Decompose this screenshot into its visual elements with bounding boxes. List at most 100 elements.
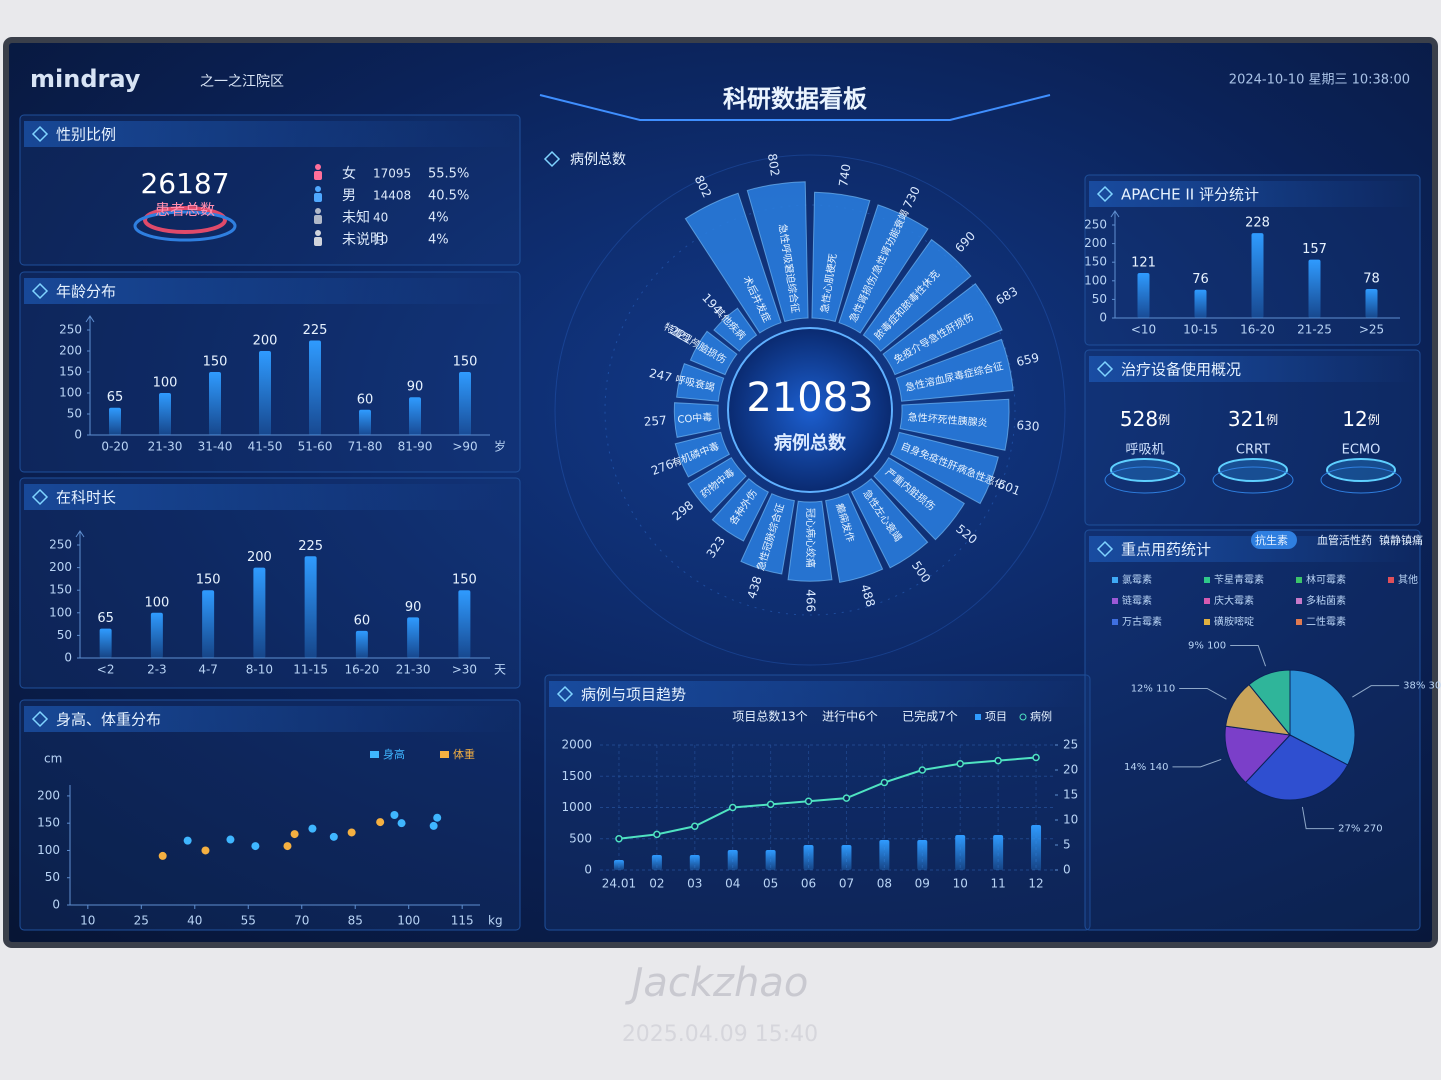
radial-bar [899, 398, 1010, 451]
legend-label: 庆大霉素 [1214, 594, 1254, 607]
y-tick-label: 100 [1084, 273, 1107, 287]
page-title: 科研数据看板 [723, 85, 868, 113]
campus-select[interactable]: 之一之江院区 [200, 74, 284, 90]
title-icon [556, 685, 574, 703]
radial-value-label: 247 [648, 366, 673, 385]
x-tick-label: 02 [649, 877, 664, 891]
title-icon [31, 488, 49, 506]
panel [19, 699, 521, 931]
x-tick-label: 08 [877, 877, 892, 891]
x-tick-label: 4-7 [198, 663, 218, 677]
equipment-value: 321例 [1228, 407, 1278, 431]
bar [993, 835, 1004, 870]
radial-value-label: 659 [1015, 350, 1040, 369]
bar [917, 840, 928, 870]
x-tick-label: <10 [1131, 323, 1156, 337]
value-label: 60 [354, 613, 371, 628]
y-tick-label: 100 [37, 843, 60, 857]
total-ring [143, 206, 227, 234]
radial-bar [689, 330, 738, 376]
leader-line [1179, 687, 1227, 700]
radial-bar [862, 238, 972, 352]
y-tick-label: 0 [52, 898, 60, 912]
equipment-name: ECMO [1342, 443, 1381, 458]
equipment-count: 321 [1228, 407, 1266, 431]
value-label: 228 [1245, 216, 1270, 231]
panel [19, 477, 521, 689]
value-label: 150 [203, 355, 228, 370]
drug-tab[interactable]: 血管活性药 [1317, 533, 1372, 547]
y-tick-label: 0 [584, 863, 592, 877]
legend-label: 二性霉素 [1306, 615, 1346, 628]
radial-bar [850, 478, 929, 569]
scatter-point [347, 828, 356, 837]
datetime: 2024-10-10 星期三 10:38:00 [1229, 73, 1410, 88]
value-label: 225 [303, 323, 328, 338]
x-tick-label: 16-20 [1240, 323, 1275, 337]
line-marker [994, 756, 1002, 765]
radial-category-label: CO中毒 [677, 410, 713, 426]
equipment-ring [1110, 458, 1180, 482]
bar [259, 351, 271, 435]
bar [1031, 825, 1042, 870]
value-label: 100 [144, 595, 169, 610]
y-tick-label: 0 [1099, 311, 1107, 325]
person-icon-body [314, 193, 322, 202]
x-unit: 岁 [494, 439, 506, 454]
y-tick-label: 0 [1063, 863, 1071, 877]
x-tick-label: 55 [241, 914, 256, 928]
radial-value-label: 466 [804, 589, 818, 612]
y-axis-arrow [85, 315, 95, 323]
x-axis-label: kg [488, 914, 503, 928]
y-tick-label: 100 [59, 386, 82, 400]
y-tick-label: 200 [59, 344, 82, 358]
bar [309, 340, 321, 435]
y-tick-label: 15 [1063, 788, 1078, 802]
equipment-name: 呼吸机 [1125, 443, 1164, 458]
legend-swatch [1204, 577, 1210, 583]
leader-line [1352, 685, 1400, 698]
title-icon [31, 282, 49, 300]
x-tick-label: 21-30 [396, 663, 431, 677]
value-label: 65 [107, 390, 124, 405]
x-tick-label: 115 [451, 914, 474, 928]
value-label: 90 [405, 600, 422, 615]
legend-swatch [975, 714, 981, 720]
drug-tab[interactable]: 镇静镇痛 [1379, 533, 1423, 547]
bar [1194, 289, 1207, 318]
equipment-count: 12 [1342, 407, 1367, 431]
bar [202, 590, 215, 658]
radial-bar [825, 493, 884, 583]
y-tick-label: 1500 [561, 769, 592, 783]
outer-ring [554, 154, 1066, 666]
bar [109, 407, 121, 435]
y-tick-label: 150 [1084, 255, 1107, 269]
pie-label: 12% 110 [1131, 683, 1176, 694]
line-marker [918, 766, 927, 774]
gender-count: 40 [373, 211, 388, 225]
title-icon [543, 150, 561, 168]
value-label: 200 [253, 334, 278, 349]
leader-line [1301, 806, 1335, 830]
x-tick-label: 16-20 [344, 663, 379, 677]
pie-slice [1224, 725, 1292, 784]
legend-label: 林可霉素 [1306, 573, 1346, 586]
radial-bar [673, 402, 721, 439]
y-tick-label: 50 [67, 407, 82, 421]
equipment-count: 528 [1120, 407, 1158, 431]
value-label: 76 [1192, 272, 1209, 287]
gender-label: 男 [342, 188, 356, 204]
line-marker [691, 822, 699, 830]
x-tick-label: 71-80 [348, 440, 383, 454]
bar [651, 855, 662, 870]
panel-header [24, 278, 516, 304]
line-marker [880, 778, 889, 787]
legend-label: 万古霉素 [1122, 615, 1162, 628]
pie-slice [1289, 669, 1356, 766]
radial-bar [787, 500, 833, 582]
equipment-name: CRRT [1236, 443, 1270, 458]
y-tick-label: 200 [49, 560, 72, 574]
value-label: 200 [247, 550, 272, 565]
drug-tab[interactable]: 抗生素 [1255, 533, 1288, 547]
